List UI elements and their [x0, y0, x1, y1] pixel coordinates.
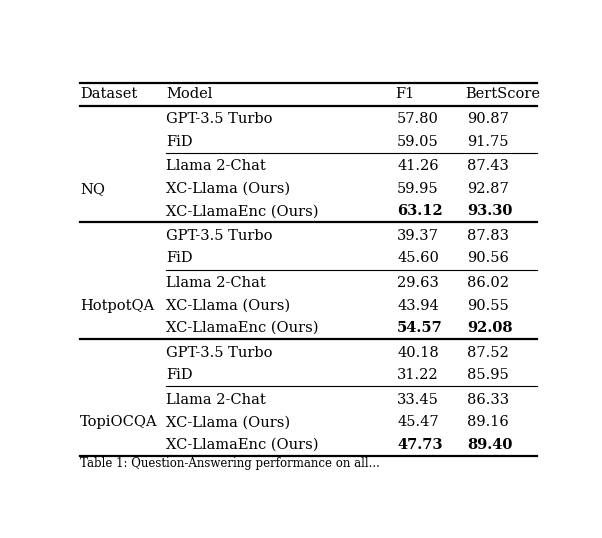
Text: 63.12: 63.12	[397, 204, 443, 218]
Text: 31.22: 31.22	[397, 368, 439, 383]
Text: 87.83: 87.83	[467, 229, 509, 243]
Text: NQ: NQ	[80, 182, 105, 196]
Text: 45.47: 45.47	[397, 415, 439, 429]
Text: Model: Model	[166, 87, 213, 101]
Text: 87.52: 87.52	[467, 346, 509, 360]
Text: 41.26: 41.26	[397, 159, 439, 173]
Text: BertScore: BertScore	[465, 87, 540, 101]
Text: 40.18: 40.18	[397, 346, 439, 360]
Text: 90.56: 90.56	[467, 251, 509, 265]
Text: FiD: FiD	[166, 134, 193, 148]
Text: 59.95: 59.95	[397, 182, 439, 196]
Text: 29.63: 29.63	[397, 277, 439, 291]
Text: XC-LlamaEnc (Ours): XC-LlamaEnc (Ours)	[166, 204, 318, 218]
Text: 87.43: 87.43	[467, 159, 509, 173]
Text: 89.16: 89.16	[467, 415, 509, 429]
Text: GPT-3.5 Turbo: GPT-3.5 Turbo	[166, 112, 273, 126]
Text: 45.60: 45.60	[397, 251, 439, 265]
Text: 92.87: 92.87	[467, 182, 509, 196]
Text: Llama 2-Chat: Llama 2-Chat	[166, 277, 266, 291]
Text: XC-Llama (Ours): XC-Llama (Ours)	[166, 182, 290, 196]
Text: 85.95: 85.95	[467, 368, 509, 383]
Text: 43.94: 43.94	[397, 299, 439, 313]
Text: 33.45: 33.45	[397, 393, 439, 407]
Text: FiD: FiD	[166, 368, 193, 383]
Text: XC-LlamaEnc (Ours): XC-LlamaEnc (Ours)	[166, 438, 318, 452]
Text: 90.55: 90.55	[467, 299, 509, 313]
Text: 57.80: 57.80	[397, 112, 439, 126]
Text: Table 1: Question-Answering performance on all...: Table 1: Question-Answering performance …	[80, 457, 380, 470]
Text: 39.37: 39.37	[397, 229, 439, 243]
Text: TopiOCQA: TopiOCQA	[80, 415, 158, 429]
Text: 91.75: 91.75	[467, 134, 509, 148]
Text: Dataset: Dataset	[80, 87, 137, 101]
Text: HotpotQA: HotpotQA	[80, 299, 154, 313]
Text: 47.73: 47.73	[397, 438, 442, 452]
Text: XC-Llama (Ours): XC-Llama (Ours)	[166, 299, 290, 313]
Text: 89.40: 89.40	[467, 438, 512, 452]
Text: F1: F1	[395, 87, 414, 101]
Text: XC-LlamaEnc (Ours): XC-LlamaEnc (Ours)	[166, 321, 318, 335]
Text: 90.87: 90.87	[467, 112, 509, 126]
Text: 54.57: 54.57	[397, 321, 443, 335]
Text: GPT-3.5 Turbo: GPT-3.5 Turbo	[166, 229, 273, 243]
Text: 86.02: 86.02	[467, 277, 509, 291]
Text: XC-Llama (Ours): XC-Llama (Ours)	[166, 415, 290, 429]
Text: GPT-3.5 Turbo: GPT-3.5 Turbo	[166, 346, 273, 360]
Text: 59.05: 59.05	[397, 134, 439, 148]
Text: 92.08: 92.08	[467, 321, 513, 335]
Text: Llama 2-Chat: Llama 2-Chat	[166, 393, 266, 407]
Text: FiD: FiD	[166, 251, 193, 265]
Text: 93.30: 93.30	[467, 204, 512, 218]
Text: 86.33: 86.33	[467, 393, 509, 407]
Text: Llama 2-Chat: Llama 2-Chat	[166, 159, 266, 173]
